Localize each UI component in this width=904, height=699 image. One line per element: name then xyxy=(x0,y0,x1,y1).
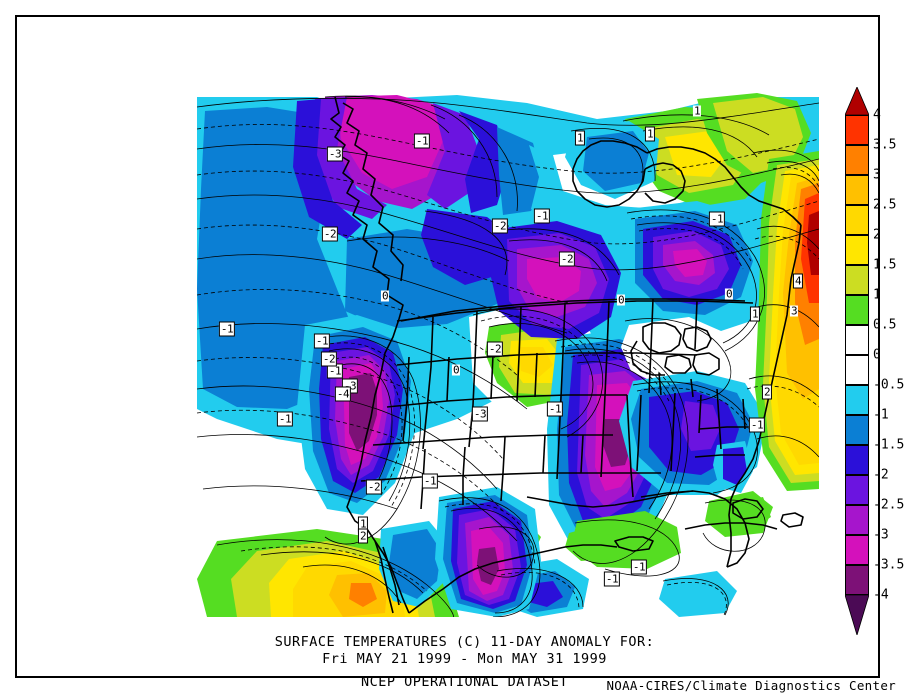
colorbar-tick: 3.5 xyxy=(873,137,897,153)
map-contour-svg xyxy=(197,89,819,617)
contour-label: -2 xyxy=(486,341,504,357)
colorbar-tick: -3 xyxy=(873,527,889,543)
contour-label: 0 xyxy=(616,293,626,307)
colorbar-tick: 1 xyxy=(873,287,881,303)
colorbar-band--2--1.5 xyxy=(845,445,869,475)
colorbar-band-2.5-3 xyxy=(845,175,869,205)
colorbar-tick: 0 xyxy=(873,347,881,363)
contour-label: -2 xyxy=(320,351,338,367)
contour-label: -2 xyxy=(491,218,509,234)
colorbar-bands xyxy=(845,87,869,639)
contour-label: -1 xyxy=(276,411,294,427)
colorbar-tick: -4 xyxy=(873,587,889,603)
colorbar-band-3.5-4 xyxy=(845,115,869,145)
colorbar-band--0.5-0 xyxy=(845,355,869,385)
contour-label: 3 xyxy=(789,304,799,318)
colorbar-band--2.5--2 xyxy=(845,475,869,505)
contour-label: -1 xyxy=(421,473,439,489)
contour-label: -1 xyxy=(313,333,331,349)
colorbar-band--3--2.5 xyxy=(845,505,869,535)
credit-text: NOAA-CIRES/Climate Diagnostics Center xyxy=(606,678,896,693)
caption-line-2: Fri MAY 21 1999 - Mon MAY 31 1999 xyxy=(322,651,607,667)
contour-label: -3 xyxy=(326,146,344,162)
colorbar-tick: -1 xyxy=(873,407,889,423)
colorbar-band-1-1.5 xyxy=(845,265,869,295)
colorbar-band-1.5-2 xyxy=(845,235,869,265)
caption-line-1: SURFACE TEMPERATURES (C) 11-DAY ANOMALY … xyxy=(274,634,655,650)
colorbar-band--1.5--1 xyxy=(845,415,869,445)
contour-label: -1 xyxy=(630,559,648,575)
colorbar-under-arrow xyxy=(845,595,869,635)
colorbar-band--4--3.5 xyxy=(845,565,869,595)
colorbar-band--1--0.5 xyxy=(845,385,869,415)
contour-label: 2 xyxy=(357,528,369,544)
colorbar-band-2-2.5 xyxy=(845,205,869,235)
colorbar-tick: -1.5 xyxy=(873,437,904,453)
contour-label: 1 xyxy=(749,306,761,322)
colorbar-tick: -2.5 xyxy=(873,497,904,513)
contour-label: 0 xyxy=(380,289,390,303)
colorbar-over-arrow xyxy=(845,87,869,115)
colorbar-tick: 2 xyxy=(873,227,881,243)
colorbar-band-0-0.5 xyxy=(845,325,869,355)
contour-label: 0 xyxy=(724,287,734,301)
figure-frame: -1 -3 -2 -1 -1 0 -1 -2 -2 0 0 -1 -2 -3 -… xyxy=(15,15,904,690)
figure-caption: SURFACE TEMPERATURES (C) 11-DAY ANOMALY … xyxy=(32,634,897,691)
contour-label: 0 xyxy=(451,363,461,377)
geography-layer xyxy=(330,96,804,614)
contour-label: 1 xyxy=(574,130,586,146)
contour-label: -2 xyxy=(558,251,576,267)
contour-label: 2 xyxy=(761,384,773,400)
contour-label: -1 xyxy=(708,211,726,227)
contour-label: -2 xyxy=(365,479,383,495)
colorbar-tick: 1.5 xyxy=(873,257,897,273)
contour-label: 1 xyxy=(692,104,702,118)
colorbar-band-3-3.5 xyxy=(845,145,869,175)
anomaly-map: -1 -3 -2 -1 -1 0 -1 -2 -2 0 0 -1 -2 -3 -… xyxy=(197,89,819,617)
colorbar-tick: -2 xyxy=(873,467,889,483)
contour-label: -1 xyxy=(603,571,621,587)
caption-line-3: NCEP OPERATIONAL DATASET xyxy=(360,674,569,690)
colorbar-band--3.5--3 xyxy=(845,535,869,565)
contour-label: -2 xyxy=(321,226,339,242)
contour-lines xyxy=(197,95,819,617)
contour-label: 1 xyxy=(644,126,656,142)
colorbar-tick: -3.5 xyxy=(873,557,904,573)
anomaly-fill-layer xyxy=(197,93,819,617)
contour-label: -1 xyxy=(533,208,551,224)
colorbar: 4 3.5 3 2.5 2 1.5 1 0.5 0 -0.5 -1 -1.5 -… xyxy=(845,87,904,639)
colorbar-tick: 2.5 xyxy=(873,197,897,213)
contour-label: -4 xyxy=(334,386,352,402)
contour-label: -1 xyxy=(218,321,236,337)
contour-label: -1 xyxy=(413,133,431,149)
contour-label: -1 xyxy=(748,417,766,433)
contour-label: -3 xyxy=(471,406,489,422)
colorbar-tick: 4 xyxy=(873,107,881,123)
contour-label: 4 xyxy=(792,273,804,289)
colorbar-tick: 3 xyxy=(873,167,881,183)
colorbar-tick: -0.5 xyxy=(873,377,904,393)
contour-label: -1 xyxy=(546,401,564,417)
colorbar-tick: 0.5 xyxy=(873,317,897,333)
colorbar-band-0.5-1 xyxy=(845,295,869,325)
